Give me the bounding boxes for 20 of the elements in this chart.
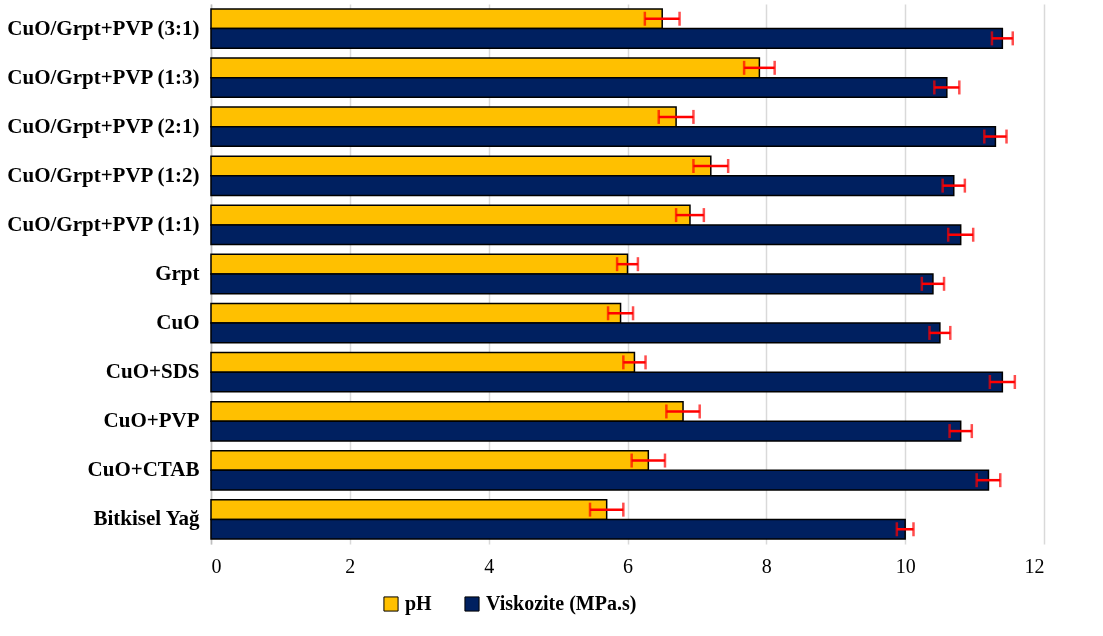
y-tick-label: CuO+SDS bbox=[105, 359, 200, 384]
x-tick-label: 8 bbox=[761, 554, 772, 577]
y-tick-label: CuO bbox=[156, 310, 200, 335]
y-tick-label: CuO+CTAB bbox=[87, 457, 200, 482]
legend-label: Viskozite (MPa.s) bbox=[486, 592, 637, 615]
x-tick-label: 4 bbox=[484, 554, 495, 577]
x-tick-label: 12 bbox=[1024, 554, 1045, 577]
y-tick-label: Grpt bbox=[155, 261, 200, 285]
x-tick-label: 0 bbox=[211, 554, 222, 577]
x-tick-label: 2 bbox=[345, 554, 356, 577]
legend-label: pH bbox=[405, 592, 433, 615]
y-tick-label: CuO/Grpt+PVP (1:2) bbox=[7, 162, 200, 187]
y-tick-label: CuO/Grpt+PVP (2:1) bbox=[7, 113, 200, 138]
x-tick-label: 6 bbox=[623, 554, 633, 577]
y-tick-label: CuO/Grpt+PVP (1:3) bbox=[7, 64, 200, 89]
y-tick-label: Bitkisel Yağ bbox=[93, 506, 200, 531]
y-tick-label: CuO+PVP bbox=[103, 408, 200, 433]
x-tick-label: 10 bbox=[895, 554, 916, 577]
y-tick-label: CuO/Grpt+PVP (3:1) bbox=[7, 15, 200, 40]
y-tick-label: CuO/Grpt+PVP (1:1) bbox=[7, 211, 200, 236]
